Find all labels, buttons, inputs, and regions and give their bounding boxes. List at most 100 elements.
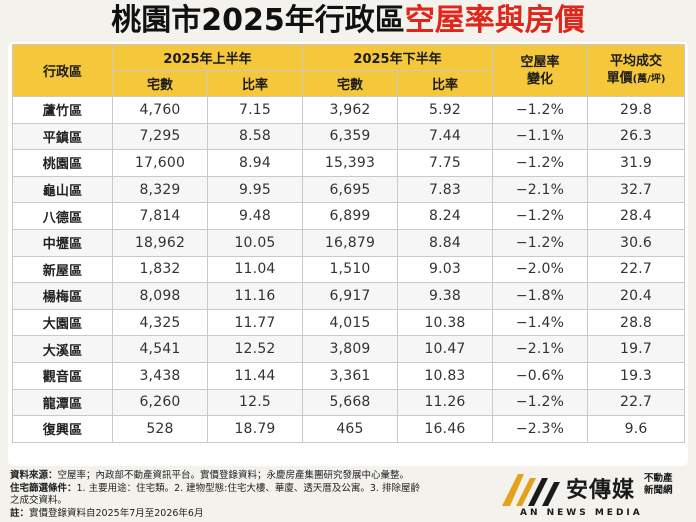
header-units-second: 宅數 (302, 70, 398, 97)
cell-avg-price: 29.8 (587, 96, 685, 124)
table-row: 楊梅區 8,098 11.16 6,917 9.38 −1.8% 20.4 (12, 282, 685, 310)
cell-units-first: 8,098 (112, 282, 208, 310)
cell-vacancy-change: −1.2% (492, 388, 588, 417)
cell-district: 龜山區 (12, 175, 113, 204)
cell-vacancy-change: −0.6% (492, 361, 588, 390)
table-body: 蘆竹區 4,760 7.15 3,962 5.92 −1.2% 29.8 平鎮區 7,295 8.… (12, 96, 685, 443)
cell-ratio-second: 9.38 (397, 282, 493, 310)
cell-ratio-second: 7.44 (397, 122, 493, 151)
table-row: 龍潭區 6,260 12.5 5,668 11.26 −1.2% 22.7 (12, 388, 685, 417)
cell-district: 復興區 (12, 415, 113, 443)
table-row: 大溪區 4,541 12.52 3,809 10.47 −2.1% 19.7 (12, 335, 685, 363)
cell-vacancy-change: −1.8% (492, 282, 588, 310)
cell-district: 大園區 (12, 308, 113, 337)
cell-ratio-first: 12.52 (207, 335, 303, 363)
cell-ratio-second: 10.38 (397, 308, 493, 337)
cell-units-first: 4,541 (112, 335, 208, 363)
title-part-district: 行政區 (314, 3, 405, 38)
table-row: 新屋區 1,832 11.04 1,510 9.03 −2.0% 22.7 (12, 255, 685, 284)
cell-vacancy-change: −1.1% (492, 122, 588, 151)
cell-units-second: 465 (302, 415, 398, 443)
note-criteria-cont: 之成交資料。 (10, 495, 68, 506)
cell-ratio-second: 5.92 (397, 96, 493, 124)
cell-units-first: 7,295 (112, 122, 208, 151)
header-avg-price: 平均成交 單價(萬/坪) (587, 44, 685, 97)
table-row: 蘆竹區 4,760 7.15 3,962 5.92 −1.2% 29.8 (12, 96, 685, 124)
cell-ratio-second: 10.83 (397, 361, 493, 390)
cell-avg-price: 19.7 (587, 335, 685, 363)
note-criteria: 住宅篩選條件：1. 主要用途：住宅類。2. 建物型態:住宅大樓、華廈、透天厝及公… (10, 483, 510, 496)
cell-ratio-second: 16.46 (397, 415, 493, 443)
header-price-line1: 平均成交 (609, 54, 662, 69)
header-price-unit: (萬/坪) (632, 74, 666, 85)
cell-units-second: 3,962 (302, 96, 398, 124)
logo-mark-icon (502, 474, 560, 506)
header-district: 行政區 (12, 44, 113, 97)
cell-units-second: 6,899 (302, 202, 398, 230)
header-price-line2: 單價 (606, 71, 633, 86)
cell-district: 大溪區 (12, 335, 113, 363)
cell-vacancy-change: −2.3% (492, 415, 588, 443)
note-criteria-text: 1. 主要用途：住宅類。2. 建物型態:住宅大樓、華廈、透天厝及公寓。3. 排除… (76, 482, 420, 494)
page-title: 桃園市2025年行政區空屋率與房價 (0, 2, 696, 40)
cell-district: 觀音區 (12, 361, 113, 390)
cell-vacancy-change: −2.1% (492, 175, 588, 204)
cell-avg-price: 20.4 (587, 282, 685, 310)
cell-ratio-first: 8.94 (207, 149, 303, 177)
logo-english: AN NEWS MEDIA (520, 508, 643, 518)
cell-ratio-second: 7.83 (397, 175, 493, 204)
cell-units-second: 15,393 (302, 149, 398, 177)
header-change-line1: 空屋率 (520, 54, 560, 70)
cell-units-second: 6,917 (302, 282, 398, 310)
cell-ratio-second: 11.26 (397, 388, 493, 417)
cell-units-first: 528 (112, 415, 208, 443)
cell-avg-price: 32.7 (587, 175, 685, 204)
cell-units-second: 1,510 (302, 255, 398, 284)
cell-units-second: 16,879 (302, 228, 398, 257)
cell-district: 楊梅區 (12, 282, 113, 310)
table-row: 桃園區 17,600 8.94 15,393 7.75 −1.2% 31.9 (12, 149, 685, 177)
cell-units-second: 3,809 (302, 335, 398, 363)
cell-ratio-first: 11.16 (207, 282, 303, 310)
cell-units-first: 4,325 (112, 308, 208, 337)
cell-district: 八德區 (12, 202, 113, 230)
cell-units-first: 18,962 (112, 228, 208, 257)
cell-ratio-second: 7.75 (397, 149, 493, 177)
cell-district: 蘆竹區 (12, 96, 113, 124)
header-ratio-second: 比率 (397, 70, 493, 97)
cell-avg-price: 22.7 (587, 255, 685, 284)
note-remark-text: 實價登錄資料自2025年7月至2026年6月 (29, 507, 204, 519)
note-source: 資料來源：空屋率；內政部不動產資訊平台。實價登錄資料；永慶房產集團研究發展中心彙… (10, 470, 510, 483)
media-logo: 安傳媒 不動產 新聞網 AN NEWS MEDIA (498, 470, 688, 518)
cell-vacancy-change: −2.1% (492, 335, 588, 363)
cell-ratio-second: 8.84 (397, 228, 493, 257)
header-second-half: 2025年下半年 (302, 44, 493, 71)
note-source-text: 空屋率；內政部不動產資訊平台。實價登錄資料；永慶房產集團研究發展中心彙整。 (57, 470, 410, 481)
table-row: 復興區 528 18.79 465 16.46 −2.3% 9.6 (12, 415, 685, 443)
cell-units-first: 17,600 (112, 149, 208, 177)
header-ratio-first: 比率 (207, 70, 303, 97)
cell-district: 平鎮區 (12, 122, 113, 151)
cell-ratio-first: 9.95 (207, 175, 303, 204)
cell-units-second: 4,015 (302, 308, 398, 337)
cell-ratio-second: 10.47 (397, 335, 493, 363)
cell-units-first: 3,438 (112, 361, 208, 390)
cell-district: 中壢區 (12, 228, 113, 257)
title-part-vacancy: 空屋率與房價 (404, 3, 585, 38)
note-source-label: 資料來源： (10, 470, 58, 481)
table-row: 平鎮區 7,295 8.58 6,359 7.44 −1.1% 26.3 (12, 122, 685, 151)
title-part-city-year: 桃園市2025年 (111, 3, 315, 38)
note-criteria-label: 住宅篩選條件： (10, 482, 77, 494)
note-remark-label: 註： (10, 507, 30, 519)
cell-ratio-second: 9.03 (397, 255, 493, 284)
cell-avg-price: 26.3 (587, 122, 685, 151)
cell-ratio-first: 8.58 (207, 122, 303, 151)
cell-units-second: 6,359 (302, 122, 398, 151)
cell-vacancy-change: −1.2% (492, 228, 588, 257)
cell-ratio-first: 11.44 (207, 361, 303, 390)
cell-units-first: 7,814 (112, 202, 208, 230)
cell-avg-price: 28.4 (587, 202, 685, 230)
cell-vacancy-change: −1.2% (492, 202, 588, 230)
cell-units-first: 8,329 (112, 175, 208, 204)
note-remark: 註：實價登錄資料自2025年7月至2026年6月 (10, 508, 510, 521)
